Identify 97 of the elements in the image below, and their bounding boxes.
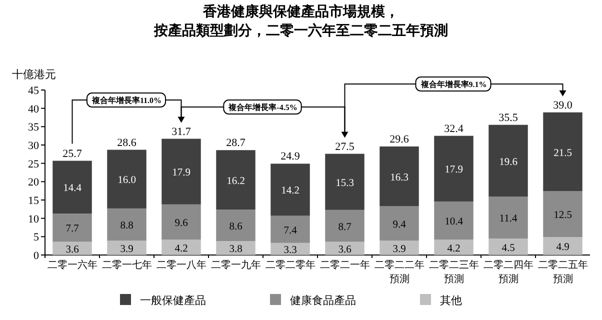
legend-label: 一般保健產品 — [140, 294, 206, 307]
total-label: 35.5 — [498, 112, 518, 124]
y-tick-label: 35 — [28, 122, 40, 134]
bar — [488, 196, 528, 238]
bar — [380, 206, 419, 241]
data-label: 11.4 — [499, 214, 518, 225]
total-label: 29.6 — [390, 133, 410, 146]
data-label: 3.8 — [229, 244, 242, 256]
y-tick-label: 15 — [28, 195, 40, 207]
y-tick-label: 5 — [34, 232, 40, 244]
data-label: 8.8 — [120, 220, 134, 232]
x-tick-label: 二零一九年 — [210, 259, 261, 271]
data-label: 4.2 — [447, 243, 460, 254]
total-label: 32.4 — [444, 122, 464, 135]
bar — [434, 201, 474, 240]
data-label: 3.6 — [66, 244, 79, 256]
bar — [216, 150, 256, 210]
data-label: 16.2 — [226, 176, 245, 187]
data-label: 12.5 — [554, 210, 572, 222]
bar — [107, 208, 146, 241]
data-label: 16.3 — [390, 172, 408, 184]
bar — [216, 241, 256, 255]
y-tick-label: 0 — [34, 250, 40, 262]
data-label: 15.3 — [336, 178, 354, 189]
data-label: 14.4 — [63, 183, 82, 194]
bar — [380, 146, 419, 206]
bar — [52, 160, 92, 214]
bar — [162, 204, 201, 240]
x-tick-label: 二零二二年預測 — [374, 259, 424, 285]
bar — [270, 164, 310, 216]
x-tick-label: 二零二四年預測 — [483, 259, 534, 285]
x-tick-label: 二零一六年 — [47, 259, 98, 271]
bar — [162, 138, 201, 204]
bar — [107, 150, 146, 208]
data-label: 9.6 — [174, 218, 188, 229]
y-tick-label: 10 — [28, 213, 40, 226]
legend-label: 其他 — [440, 294, 462, 307]
y-tick-label: 20 — [28, 176, 40, 189]
bar — [107, 240, 146, 255]
data-label: 4.9 — [556, 242, 570, 254]
data-label: 3.3 — [284, 244, 297, 256]
y-axis-title: 十億港元 — [12, 68, 56, 81]
bar — [270, 216, 310, 243]
data-label: 4.5 — [502, 242, 515, 254]
bar — [543, 191, 582, 238]
data-label: 17.9 — [172, 168, 190, 179]
data-label: 7.4 — [284, 225, 298, 236]
bar — [325, 242, 364, 255]
data-label: 4.2 — [174, 243, 188, 254]
bar — [325, 154, 364, 210]
bar — [488, 238, 528, 255]
data-label: 19.6 — [499, 156, 518, 168]
chart-title: 香港健康與保健產品市場規模，按產品類型劃分，二零一六年至二零二五年預測 — [153, 3, 448, 39]
annotation: 複合年增長率-4.5% — [228, 102, 298, 112]
legend-label: 健康食品產品 — [290, 294, 356, 307]
y-tick-label: 45 — [28, 85, 40, 97]
x-tick-label: 二零一七年 — [102, 259, 152, 271]
data-label: 7.7 — [66, 224, 79, 235]
total-label: 31.7 — [172, 126, 192, 138]
data-label: 8.7 — [338, 222, 352, 233]
annotation: 複合年增長率11.0% — [90, 95, 162, 105]
bar — [270, 242, 310, 255]
data-label: 21.5 — [554, 148, 572, 159]
bar — [52, 242, 92, 255]
data-label: 14.2 — [281, 186, 300, 197]
data-label: 3.9 — [392, 244, 406, 255]
data-label: 16.0 — [118, 175, 136, 186]
total-label: 28.6 — [117, 136, 137, 149]
bar — [52, 214, 92, 242]
total-label: 27.5 — [335, 140, 355, 153]
bar — [325, 210, 364, 242]
data-label: 17.9 — [444, 164, 463, 176]
x-tick-label: 二零二一年 — [320, 259, 370, 271]
total-label: 24.9 — [280, 150, 300, 163]
y-tick-label: 25 — [28, 158, 40, 170]
total-label: 28.7 — [226, 137, 246, 150]
bar — [434, 136, 474, 202]
data-label: 10.4 — [444, 216, 464, 228]
y-tick-label: 40 — [28, 103, 40, 116]
bar — [216, 210, 256, 242]
total-label: 39.0 — [553, 99, 573, 112]
bar — [543, 112, 582, 192]
x-tick-label: 二零二三年預測 — [428, 259, 479, 285]
x-tick-label: 二零二零年 — [265, 259, 316, 271]
data-label: 9.4 — [392, 219, 407, 230]
bar — [162, 240, 201, 255]
bar — [380, 240, 419, 255]
data-label: 8.6 — [229, 221, 242, 232]
bar — [434, 240, 474, 255]
x-tick-label: 二零二五年預測 — [538, 259, 588, 285]
total-label: 25.7 — [62, 148, 82, 160]
bar — [543, 237, 582, 255]
data-label: 3.9 — [120, 244, 134, 255]
data-label: 3.6 — [338, 244, 352, 256]
x-tick-label: 二零一八年 — [156, 259, 206, 271]
y-tick-label: 30 — [28, 140, 40, 152]
bar — [488, 124, 528, 197]
